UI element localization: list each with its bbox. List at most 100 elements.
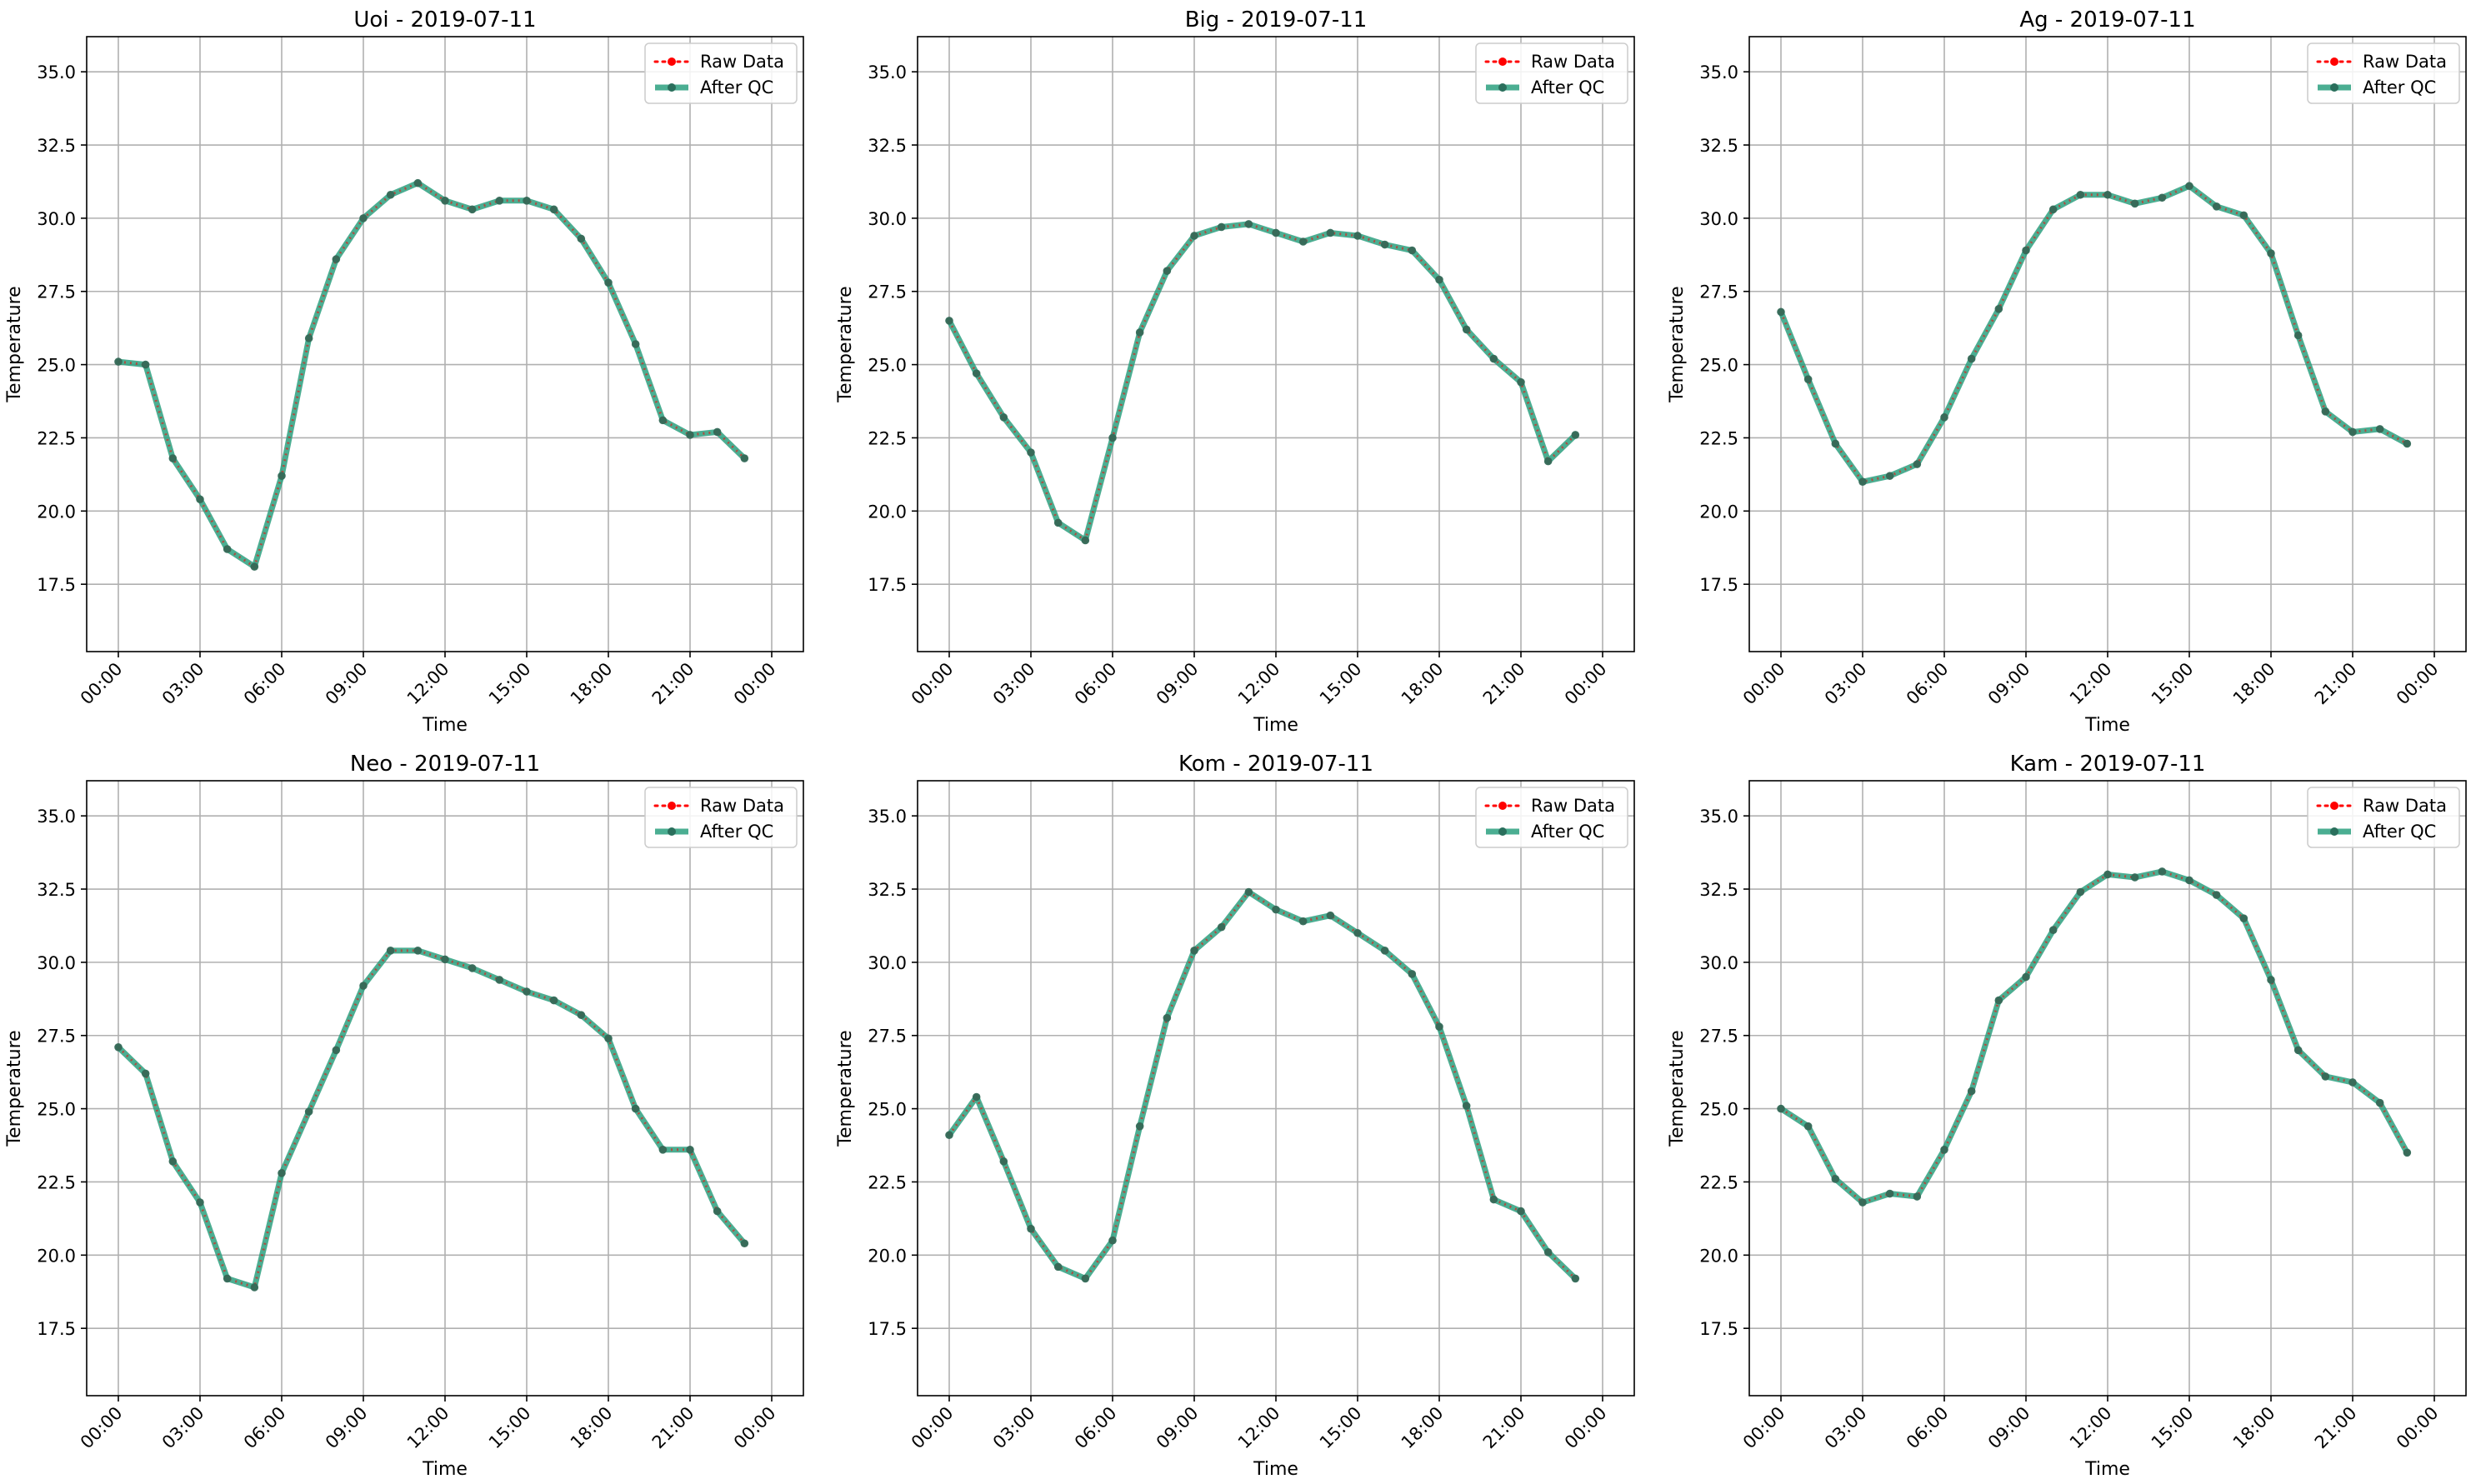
x-tick-label: 03:00 [1821,659,1871,709]
series-line-after-qc [115,180,748,570]
data-point-after-qc [945,317,953,325]
data-point-after-qc [1163,1013,1172,1022]
x-tick-label: 12:00 [403,659,453,709]
x-tick-label: 00:00 [908,659,958,709]
y-tick-label: 35.0 [37,62,76,82]
data-point-after-qc [141,360,150,369]
legend-marker-after-qc [668,83,676,92]
y-tick-label: 32.5 [868,880,907,900]
y-tick-label: 17.5 [1699,575,1738,595]
data-point-after-qc [686,431,694,439]
x-tick-label: 00:00 [1739,659,1789,709]
x-tick-label: 18:00 [2229,659,2279,709]
subplot-4: 17.5 20.0 22.5 25.0 27.5 30.0 32.5 35.0 00:00 03:… [4,752,804,1480]
x-tick-label: 00:00 [908,1403,958,1453]
data-point-after-qc [2267,249,2275,257]
data-point-after-qc [1462,1102,1471,1110]
y-tick-label: 20.0 [37,502,76,522]
data-point-after-qc [2375,425,2384,433]
y-tick-label: 25.0 [1699,356,1738,376]
data-point-after-qc [1326,228,1335,237]
legend-label-after-qc: After QC [1531,822,1604,842]
data-point-after-qc [631,340,640,348]
legend-label-raw-data: Raw Data [2363,52,2447,72]
data-point-after-qc [2403,1148,2412,1157]
data-point-after-qc [1885,1189,1894,1198]
data-point-after-qc [1353,232,1362,240]
data-point-after-qc [2103,190,2112,199]
legend-label-after-qc: After QC [2363,77,2436,97]
data-point-after-qc [1244,887,1253,897]
legend-marker-after-qc [1498,83,1507,92]
data-point-after-qc [658,1146,668,1154]
data-point-after-qc [1777,307,1785,317]
y-tick-label: 35.0 [1699,807,1738,827]
legend-marker-after-qc [2330,83,2338,92]
y-tick-label: 27.5 [37,1027,76,1047]
legend-label-raw-data: Raw Data [1531,796,1615,816]
x-tick-label: 06:00 [1071,1403,1121,1453]
legend-marker-raw-data [1498,57,1507,66]
x-tick-label: 12:00 [2066,1403,2116,1453]
data-point-after-qc [304,1107,313,1116]
data-point-after-qc [141,1069,150,1078]
x-tick-label: 03:00 [989,659,1039,709]
data-point-after-qc [413,947,423,955]
data-point-after-qc [1543,457,1553,466]
y-tick-label: 32.5 [1699,136,1738,156]
data-point-after-qc [2130,199,2139,208]
data-point-after-qc [196,1198,204,1207]
data-point-after-qc [413,178,423,187]
data-point-after-qc [1353,928,1362,937]
data-point-after-qc [468,964,477,972]
data-point-after-qc [1940,413,1948,422]
data-point-after-qc [972,369,981,377]
series-line-after-qc [1778,868,2410,1206]
y-tick-label: 27.5 [37,282,76,302]
data-point-after-qc [495,197,504,205]
data-point-after-qc [1994,996,2003,1005]
x-tick-label: 21:00 [2311,659,2361,709]
x-tick-label: 18:00 [567,1403,617,1453]
x-tick-label: 00:00 [1561,1403,1611,1453]
data-point-after-qc [1435,275,1443,284]
data-point-after-qc [2022,246,2030,255]
subplot-title: Uoi - 2019-07-11 [353,7,536,32]
data-point-after-qc [250,562,259,571]
x-tick-label: 00:00 [730,659,780,709]
data-point-after-qc [523,987,531,996]
subplot-1: 17.5 20.0 22.5 25.0 27.5 30.0 32.5 35.0 00:00 03:… [4,7,804,736]
data-point-after-qc [686,1146,694,1154]
data-point-after-qc [740,1239,749,1248]
data-point-after-qc [114,357,123,366]
data-point-after-qc [2185,876,2193,885]
data-point-after-qc [1803,1122,1813,1131]
data-point-after-qc [1272,228,1280,237]
data-point-after-qc [549,205,558,214]
y-axis-label: Temperature [835,1030,856,1147]
y-tick-label: 32.5 [37,880,76,900]
data-point-after-qc [2293,1046,2303,1055]
x-axis-label: Time [2084,1459,2130,1480]
y-tick-label: 20.0 [37,1246,76,1266]
y-tick-label: 30.0 [1699,209,1738,229]
data-point-after-qc [386,190,395,199]
data-point-after-qc [1217,922,1226,932]
y-axis-label: Temperature [4,1030,25,1147]
data-point-after-qc [2158,193,2167,202]
y-tick-label: 27.5 [868,282,907,302]
data-point-after-qc [223,545,232,553]
data-point-after-qc [1489,1195,1498,1204]
legend-marker-raw-data [668,802,676,810]
legend-marker-after-qc [1498,827,1507,836]
data-point-after-qc [114,1043,123,1052]
x-tick-label: 03:00 [158,1403,208,1453]
x-tick-label: 09:00 [322,659,372,709]
data-point-after-qc [1831,439,1840,448]
y-tick-label: 32.5 [1699,880,1738,900]
y-tick-label: 32.5 [37,136,76,156]
subplot-2: 17.5 20.0 22.5 25.0 27.5 30.0 32.5 35.0 00:00 03:… [835,7,1635,736]
data-point-after-qc [1777,1104,1785,1113]
subplot-title: Ag - 2019-07-11 [2019,7,2195,32]
legend-marker-after-qc [2330,827,2338,836]
